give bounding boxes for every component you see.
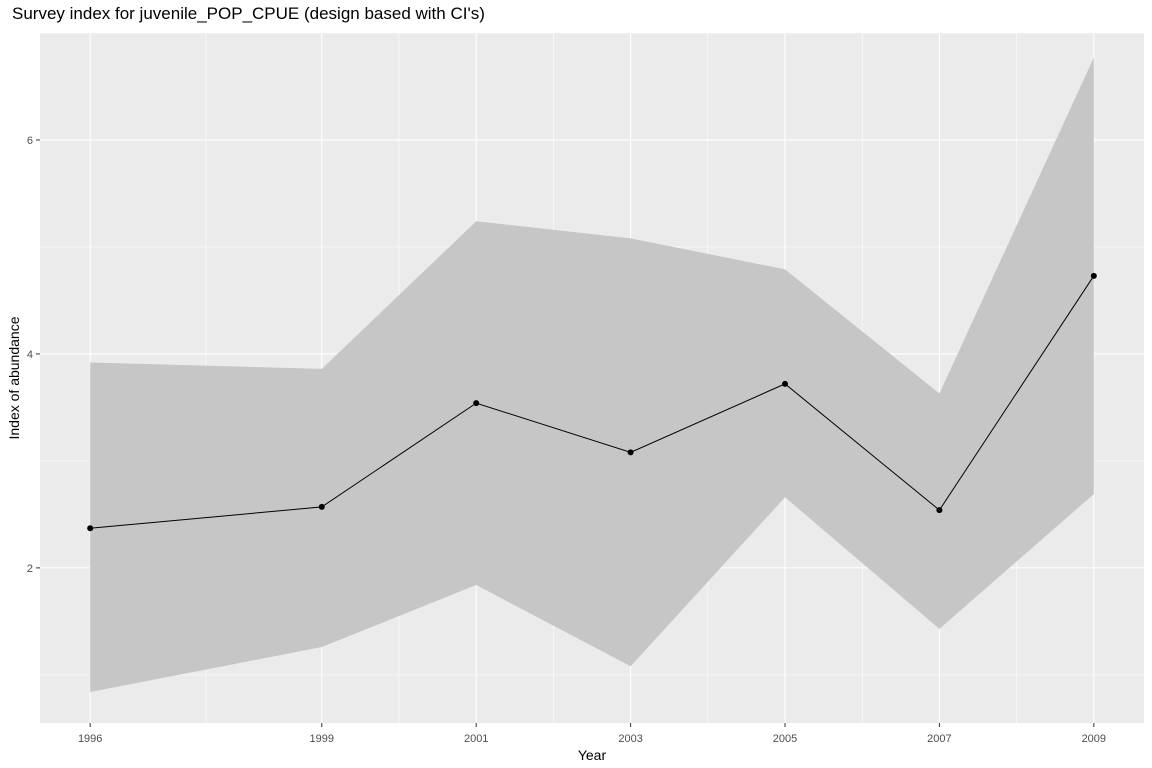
x-tick-label: 1996 bbox=[78, 733, 102, 745]
confidence-interval-ribbon bbox=[90, 57, 1094, 692]
data-point bbox=[936, 507, 943, 514]
x-tick-label: 1999 bbox=[310, 733, 334, 745]
chart-title: Survey index for juvenile_POP_CPUE (desi… bbox=[12, 4, 485, 23]
y-tick-label: 6 bbox=[27, 135, 33, 147]
y-tick-label: 4 bbox=[27, 349, 33, 361]
y-tick-label: 2 bbox=[27, 563, 33, 575]
x-tick-label: 2007 bbox=[927, 733, 951, 745]
x-tick-label: 2003 bbox=[618, 733, 642, 745]
data-point bbox=[782, 380, 789, 387]
x-axis-title: Year bbox=[578, 747, 607, 763]
data-point bbox=[627, 449, 634, 456]
data-point bbox=[473, 400, 480, 407]
x-tick-label: 2005 bbox=[773, 733, 797, 745]
data-point bbox=[1090, 272, 1097, 279]
data-point bbox=[318, 503, 325, 510]
y-axis-title: Index of abundance bbox=[6, 316, 22, 439]
x-axis: 1996 1999 2001 2003 2005 2007 2009 bbox=[78, 723, 1106, 745]
data-point bbox=[87, 525, 94, 532]
data-points bbox=[87, 272, 1097, 532]
x-tick-label: 2009 bbox=[1082, 733, 1106, 745]
y-axis: 2 4 6 bbox=[27, 135, 40, 575]
x-tick-label: 2001 bbox=[464, 733, 488, 745]
